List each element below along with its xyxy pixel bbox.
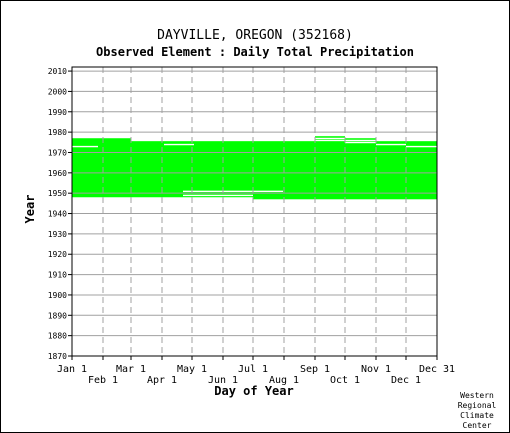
x-tick-label-bottom-2: Jun 1	[208, 375, 238, 386]
coverage-block-2	[131, 140, 162, 198]
coverage-block-0	[72, 138, 103, 198]
coverage-block-7	[284, 140, 315, 200]
y-tick-label-1920: 1920	[48, 250, 67, 259]
credit-line-4: Center	[463, 421, 492, 430]
tick-layer: 1870 1880 1890 1900 1910 1920 1930 1940 1950 1960…	[48, 67, 455, 386]
y-tick-label-2010: 2010	[48, 67, 67, 76]
x-tick-label-top-1: Mar 1	[116, 364, 146, 375]
coverage-block-5	[223, 140, 253, 198]
coverage-block-10	[376, 140, 406, 200]
x-tick-label-top-5: Nov 1	[361, 364, 391, 375]
y-tick-label-1990: 1990	[48, 108, 67, 117]
x-tick-label-bottom-0: Feb 1	[88, 375, 118, 386]
missing-segment-3	[345, 141, 376, 144]
y-tick-label-1960: 1960	[48, 169, 67, 178]
x-tick-label-bottom-3: Aug 1	[269, 375, 299, 386]
y-tick-label-1900: 1900	[48, 291, 67, 300]
x-axis-label: Day of Year	[214, 384, 293, 398]
credit-line-2: Regional	[458, 401, 497, 410]
chart-subtitle: Observed Element : Daily Total Precipita…	[96, 45, 414, 59]
coverage-block-1	[103, 138, 131, 198]
credit-line-3: Climate	[460, 411, 494, 420]
grid-layer	[72, 67, 437, 357]
plot-border	[71, 66, 438, 357]
y-axis-label: Year	[23, 195, 37, 224]
y-tick-label-1970: 1970	[48, 148, 67, 157]
y-tick-label-2000: 2000	[48, 87, 67, 96]
y-tick-label-1880: 1880	[48, 332, 67, 341]
coverage-block-4	[192, 140, 223, 198]
y-tick-label-1930: 1930	[48, 230, 67, 239]
missing-segment-5	[406, 145, 437, 148]
y-tick-label-1890: 1890	[48, 311, 67, 320]
missing-segment-0	[72, 145, 98, 148]
coverage-block-8	[315, 136, 345, 200]
coverage-block-3	[162, 140, 192, 198]
missing-segment-7	[183, 190, 283, 193]
x-tick-label-bottom-5: Dec 1	[391, 375, 421, 386]
chart-title: DAYVILLE, OREGON (352168)	[157, 28, 353, 43]
y-tick-label-1980: 1980	[48, 128, 67, 137]
x-tick-label-top-3: Jul 1	[238, 364, 268, 375]
x-tick-label-top-2: May 1	[177, 364, 207, 375]
y-tick-label-1910: 1910	[48, 271, 67, 280]
y-tick-label-1950: 1950	[48, 189, 67, 198]
x-tick-label-top-0: Jan 1	[57, 364, 87, 375]
data-layer	[72, 136, 437, 200]
y-tick-label-1940: 1940	[48, 210, 67, 219]
coverage-block-9	[345, 138, 376, 200]
credit-line-1: Western	[460, 391, 494, 400]
x-tick-label-top-6: Dec 31	[419, 364, 455, 375]
y-tick-label-1870: 1870	[48, 352, 67, 361]
coverage-block-6	[253, 140, 284, 200]
missing-segment-2	[164, 143, 194, 146]
x-tick-label-top-4: Sep 1	[300, 364, 330, 375]
x-tick-label-bottom-1: Apr 1	[147, 375, 177, 386]
missing-segment-4	[376, 143, 406, 146]
x-tick-label-bottom-4: Oct 1	[330, 375, 360, 386]
coverage-block-11	[406, 140, 437, 200]
missing-segment-6	[315, 137, 345, 140]
missing-segment-8	[183, 194, 253, 197]
